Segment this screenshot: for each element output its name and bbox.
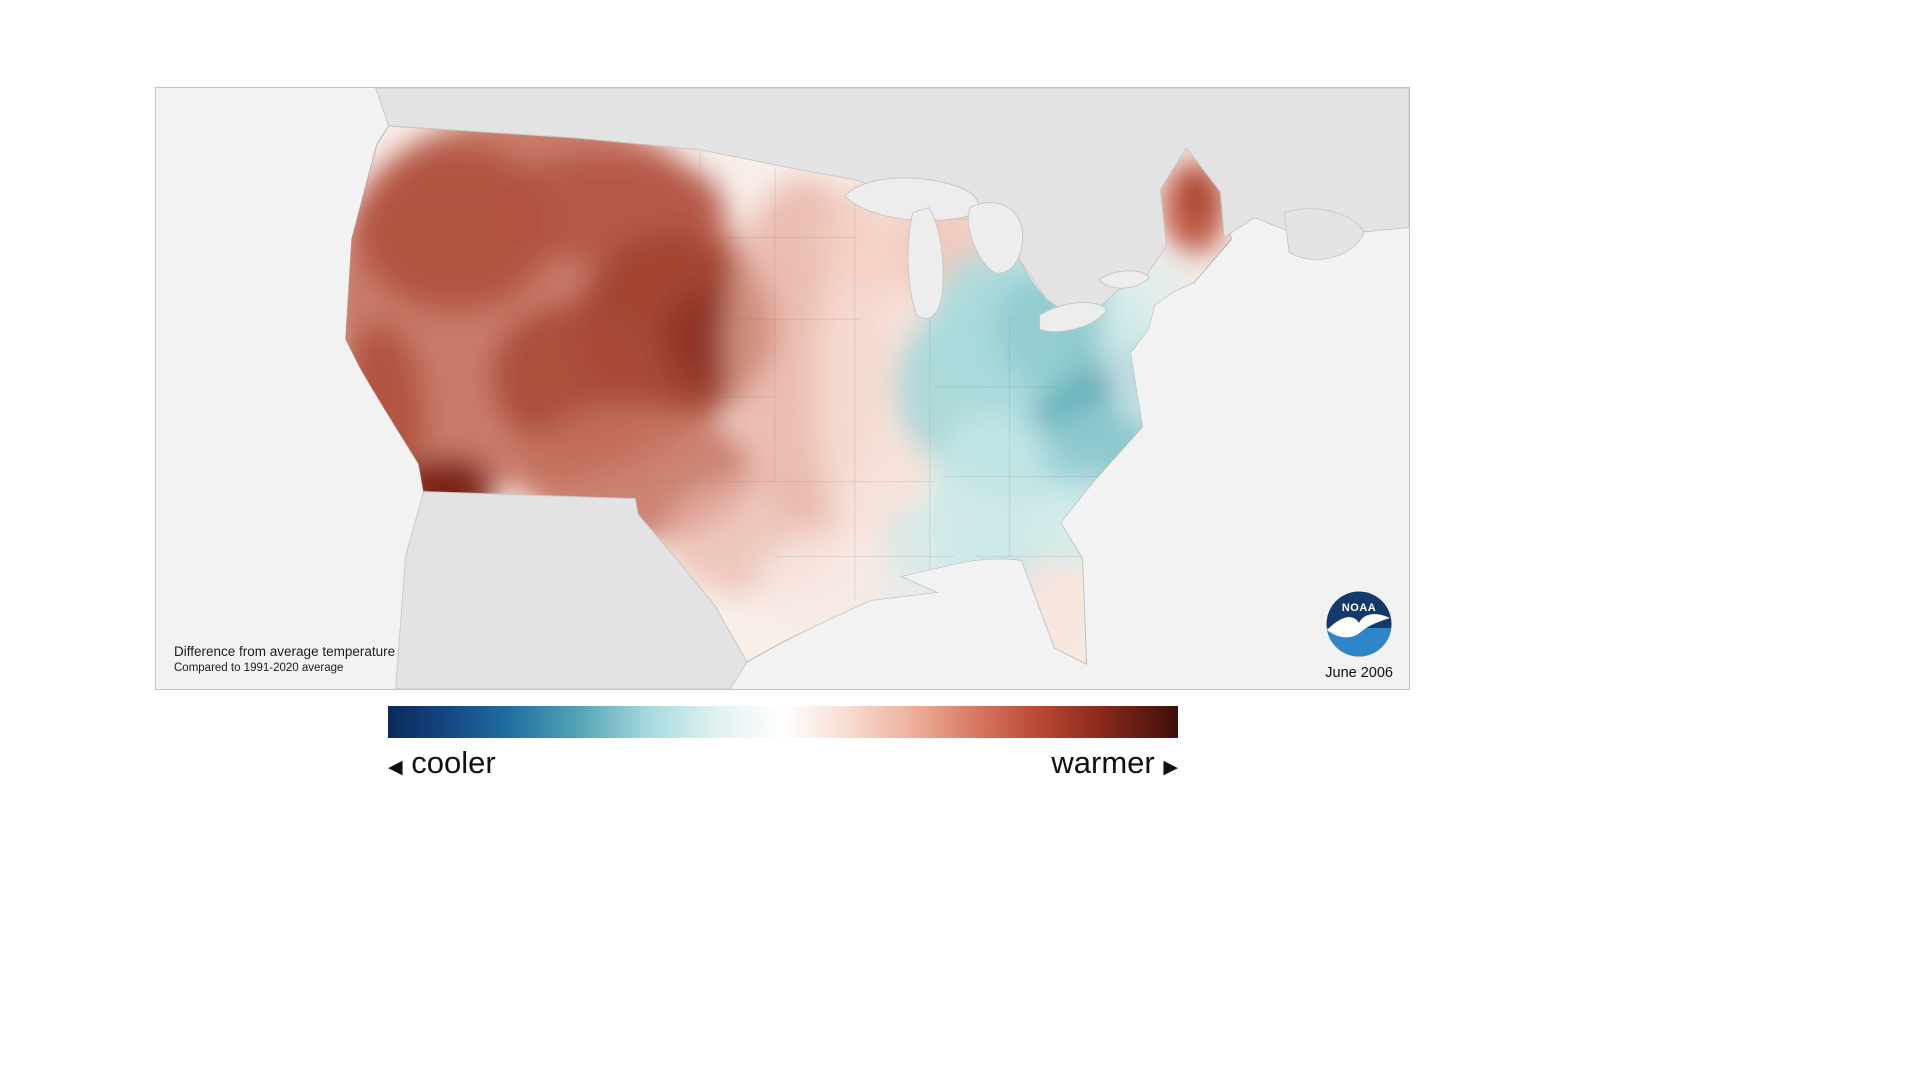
lake-ontario <box>1098 270 1151 289</box>
caption-line2: Compared to 1991-2020 average <box>174 662 344 675</box>
legend-gradient-bar <box>388 706 1178 738</box>
logo-block: NOAA June 2006 <box>1325 591 1393 681</box>
warm-anomaly-blob <box>1184 173 1217 218</box>
warmer-arrow-icon: ▶ <box>1163 757 1178 778</box>
warmer-label-group: warmer ▶ <box>1051 745 1178 781</box>
lake-superior <box>844 177 979 222</box>
date-label: June 2006 <box>1325 665 1393 681</box>
nova-scotia-landmass <box>1283 208 1365 260</box>
lake-huron <box>967 202 1024 274</box>
lake-erie <box>1039 302 1108 333</box>
great-lakes <box>844 177 1151 333</box>
legend: ◀ cooler warmer ▶ <box>388 706 1178 781</box>
legend-labels: ◀ cooler warmer ▶ <box>388 745 1178 781</box>
noaa-logo-text: NOAA <box>1342 602 1376 614</box>
cooler-arrow-icon: ◀ <box>388 757 403 778</box>
cooler-label: cooler <box>411 745 496 780</box>
us-temperature-anomaly-map <box>156 88 1409 689</box>
noaa-seagull-icon <box>1327 614 1391 638</box>
warmer-label: warmer <box>1051 745 1155 780</box>
map-panel: Difference from average temperature Comp… <box>155 87 1410 690</box>
cooler-label-group: ◀ cooler <box>388 745 496 781</box>
noaa-logo: NOAA <box>1326 591 1392 657</box>
lake-michigan <box>907 207 944 319</box>
map-caption: Difference from average temperature Comp… <box>174 643 395 677</box>
caption-line1: Difference from average temperature <box>174 644 396 660</box>
mexico-landmass <box>395 491 748 689</box>
warm-anomaly-blob <box>814 217 935 557</box>
anomaly-layer <box>345 125 1227 665</box>
